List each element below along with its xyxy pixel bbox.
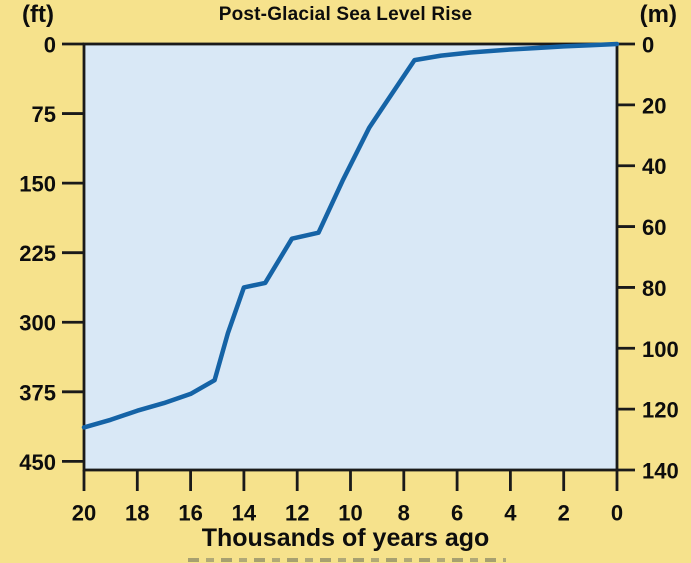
svg-text:20: 20	[642, 93, 666, 118]
svg-text:20: 20	[72, 501, 96, 526]
svg-text:0: 0	[44, 33, 56, 58]
svg-text:2: 2	[558, 501, 570, 526]
svg-text:18: 18	[125, 501, 149, 526]
svg-text:0: 0	[642, 33, 654, 58]
svg-text:10: 10	[338, 501, 362, 526]
svg-text:375: 375	[19, 380, 56, 405]
svg-text:14: 14	[232, 501, 257, 526]
svg-text:60: 60	[642, 215, 666, 240]
svg-text:100: 100	[642, 337, 679, 362]
left-axis-unit: (ft)	[22, 1, 54, 28]
svg-text:450: 450	[19, 450, 56, 475]
cropped-caption-strip	[188, 558, 506, 562]
svg-text:0: 0	[611, 501, 623, 526]
svg-text:16: 16	[178, 501, 202, 526]
svg-text:6: 6	[451, 501, 463, 526]
svg-text:75: 75	[32, 102, 56, 127]
svg-text:120: 120	[642, 398, 679, 423]
svg-text:4: 4	[504, 501, 517, 526]
svg-text:140: 140	[642, 459, 679, 484]
x-axis-label: Thousands of years ago	[201, 524, 490, 552]
svg-text:8: 8	[398, 501, 410, 526]
chart-title: Post-Glacial Sea Level Rise	[218, 4, 473, 25]
svg-text:80: 80	[642, 276, 666, 301]
svg-text:40: 40	[642, 154, 666, 179]
svg-text:225: 225	[19, 241, 56, 266]
svg-text:300: 300	[19, 311, 56, 336]
right-axis-unit: (m)	[639, 1, 677, 28]
svg-text:12: 12	[285, 501, 309, 526]
svg-text:150: 150	[19, 172, 56, 197]
